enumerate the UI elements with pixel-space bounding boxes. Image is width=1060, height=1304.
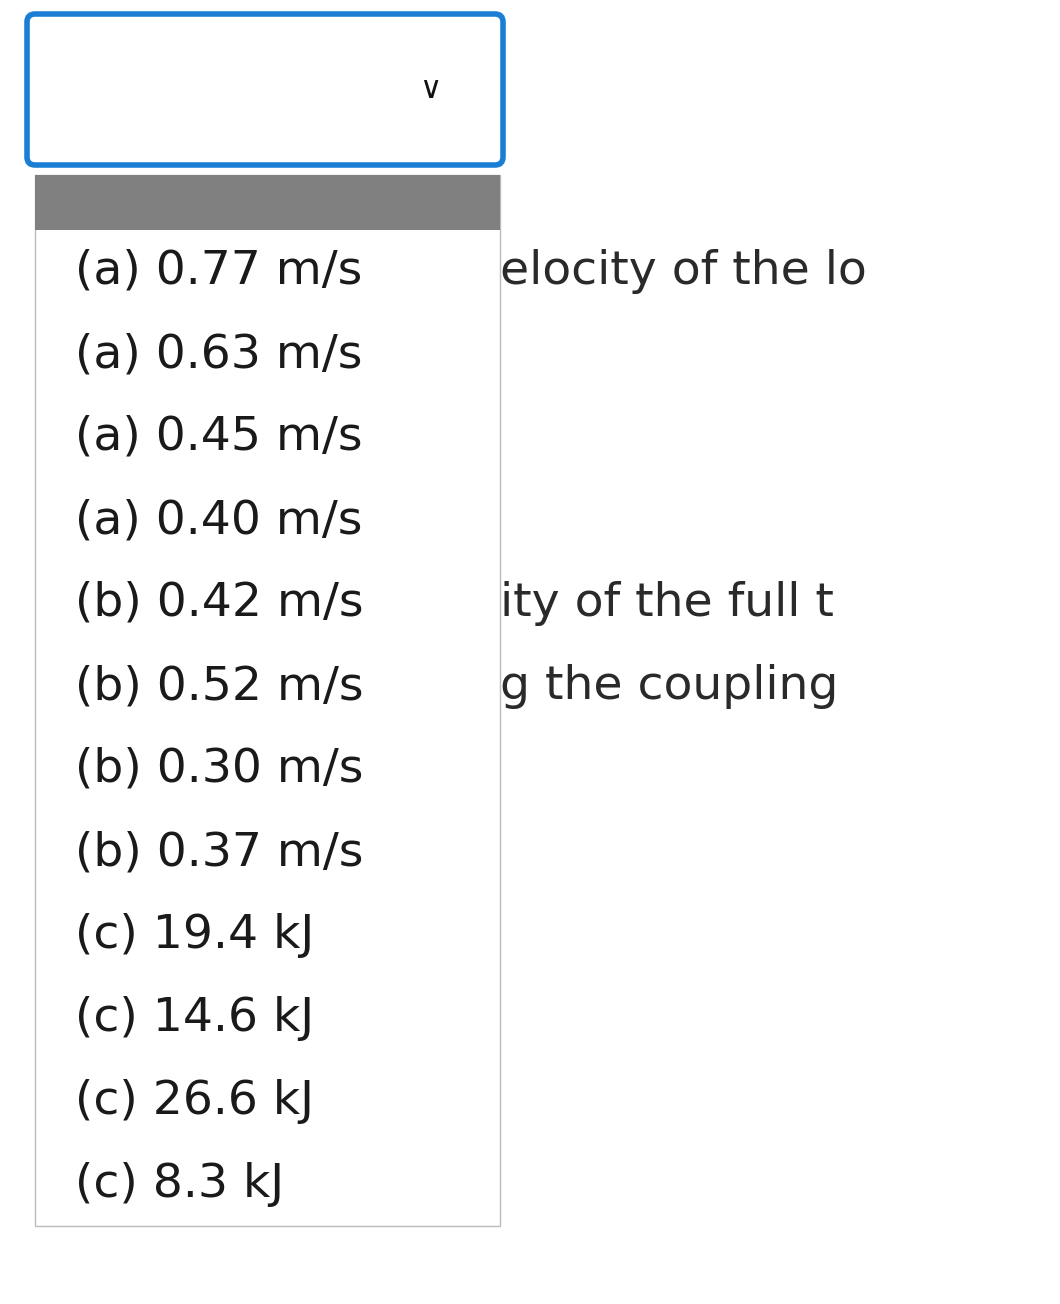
Text: (a) 0.40 m/s: (a) 0.40 m/s (75, 498, 363, 542)
Text: (c) 14.6 kJ: (c) 14.6 kJ (75, 996, 314, 1041)
Text: (b) 0.37 m/s: (b) 0.37 m/s (75, 831, 364, 875)
Bar (35, 175, 500, 230)
Bar (35, 175, 500, 1226)
Text: (a) 0.77 m/s: (a) 0.77 m/s (75, 249, 363, 293)
Text: (b) 0.42 m/s: (b) 0.42 m/s (75, 582, 364, 626)
Text: ∨: ∨ (419, 74, 441, 103)
FancyBboxPatch shape (26, 14, 503, 166)
Text: ity of the full t: ity of the full t (500, 582, 834, 626)
Text: (b) 0.30 m/s: (b) 0.30 m/s (75, 747, 364, 792)
Text: (c) 19.4 kJ: (c) 19.4 kJ (75, 913, 314, 958)
Text: elocity of the lo: elocity of the lo (500, 249, 867, 293)
Text: g the coupling: g the coupling (500, 664, 838, 709)
Text: (a) 0.45 m/s: (a) 0.45 m/s (75, 415, 363, 460)
Text: (c) 8.3 kJ: (c) 8.3 kJ (75, 1162, 284, 1208)
Text: (a) 0.63 m/s: (a) 0.63 m/s (75, 333, 363, 377)
Text: (c) 26.6 kJ: (c) 26.6 kJ (75, 1078, 314, 1124)
Text: (b) 0.52 m/s: (b) 0.52 m/s (75, 664, 364, 709)
